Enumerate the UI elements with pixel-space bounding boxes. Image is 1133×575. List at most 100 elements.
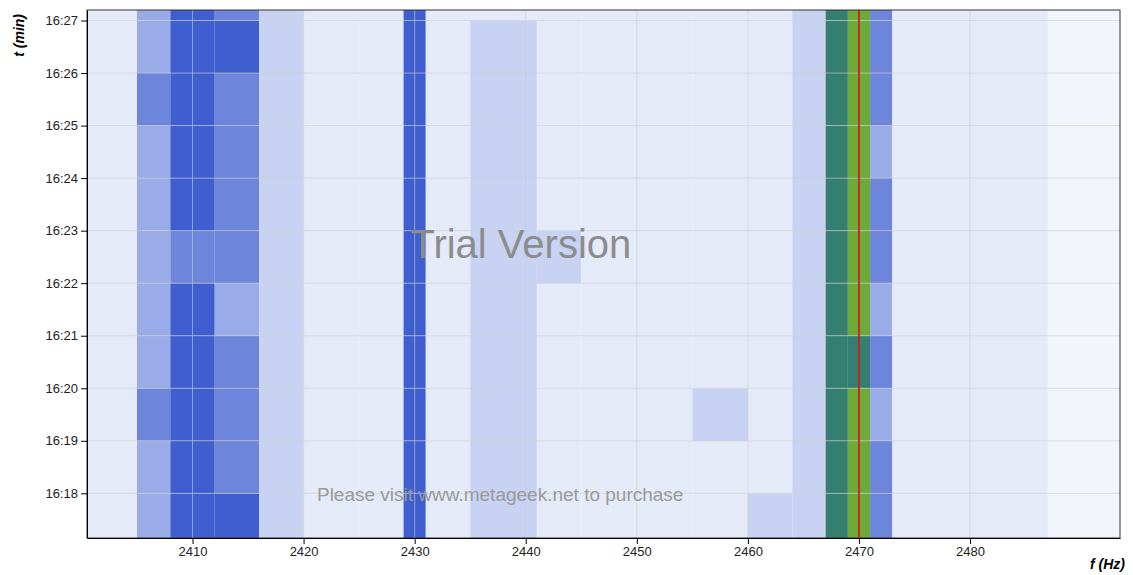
heat-cell xyxy=(304,21,360,74)
y-tick: 16:24 xyxy=(45,171,87,186)
heat-cell xyxy=(692,441,748,494)
heat-cell xyxy=(137,336,170,389)
y-tick-label: 16:21 xyxy=(45,328,78,343)
y-tick: 16:18 xyxy=(45,486,87,501)
heat-cell xyxy=(304,336,360,389)
heat-cell xyxy=(581,336,637,389)
heat-cell xyxy=(215,178,259,231)
heat-cell xyxy=(426,21,470,74)
heat-cell xyxy=(470,336,537,389)
heat-cell xyxy=(637,231,693,284)
heat-cell xyxy=(870,388,892,441)
heat-cell xyxy=(359,21,403,74)
heat-cell xyxy=(137,441,170,494)
heat-cell xyxy=(215,493,259,538)
heat-cell xyxy=(215,231,259,284)
heat-cell xyxy=(359,126,403,179)
heat-cell xyxy=(826,336,848,389)
heat-cell xyxy=(692,21,748,74)
x-tick-label: 2460 xyxy=(734,544,763,559)
x-tick: 2420 xyxy=(290,538,319,559)
heat-cell xyxy=(870,441,892,494)
heat-cell xyxy=(537,283,581,336)
heat-cell xyxy=(87,493,137,538)
watermark-note: Please visit www.metageek.net to purchas… xyxy=(317,484,683,505)
heat-cell xyxy=(137,388,170,441)
heat-cell xyxy=(826,388,848,441)
x-tick: 2450 xyxy=(623,538,652,559)
heat-cell xyxy=(892,441,970,494)
heat-cell xyxy=(792,336,825,389)
y-tick: 16:19 xyxy=(45,433,87,448)
heat-cell xyxy=(359,73,403,126)
heat-cell xyxy=(826,493,848,538)
y-tick-mark xyxy=(81,336,87,337)
heat-cell xyxy=(470,21,537,74)
heat-cell xyxy=(870,73,892,126)
y-tick-mark xyxy=(81,73,87,74)
x-tick: 2410 xyxy=(179,538,208,559)
x-tick: 2480 xyxy=(956,538,985,559)
y-tick-label: 16:18 xyxy=(45,486,78,501)
heat-cell xyxy=(426,73,470,126)
heat-cell xyxy=(792,231,825,284)
y-tick-label: 16:24 xyxy=(45,171,78,186)
heat-cell xyxy=(87,336,137,389)
x-tick: 2440 xyxy=(512,538,541,559)
heat-cell xyxy=(87,10,137,21)
grid-line xyxy=(87,178,1120,179)
heat-cell xyxy=(87,21,137,74)
y-tick: 16:21 xyxy=(45,328,87,343)
heat-cell xyxy=(637,10,693,21)
grid-line xyxy=(192,10,193,538)
heat-cell xyxy=(892,388,970,441)
heat-cell xyxy=(359,231,403,284)
heat-cell xyxy=(426,10,470,21)
x-tick-label: 2470 xyxy=(845,544,874,559)
grid-line xyxy=(87,440,1120,441)
heat-cell xyxy=(87,126,137,179)
heat-cell xyxy=(792,21,825,74)
x-tick-label: 2450 xyxy=(623,544,652,559)
heat-cell xyxy=(87,441,137,494)
plot-frame xyxy=(87,10,1120,538)
heat-cell xyxy=(215,10,259,21)
heat-cell xyxy=(792,388,825,441)
heat-cell xyxy=(359,388,403,441)
heat-cell xyxy=(304,388,360,441)
y-tick-label: 16:23 xyxy=(45,223,78,238)
heat-cell xyxy=(259,231,303,284)
heat-cell xyxy=(537,336,581,389)
heat-cell xyxy=(892,336,970,389)
grid-line xyxy=(970,10,971,538)
y-tick-mark xyxy=(81,388,87,389)
heat-cell xyxy=(692,10,748,21)
y-tick-mark xyxy=(81,178,87,179)
heat-cell xyxy=(470,126,537,179)
heat-cell xyxy=(87,73,137,126)
heat-cell xyxy=(637,73,693,126)
heat-cell xyxy=(826,10,848,21)
heat-cell xyxy=(892,178,970,231)
heat-cell xyxy=(870,493,892,538)
heat-cell xyxy=(215,126,259,179)
heat-cell xyxy=(359,283,403,336)
heat-cell xyxy=(792,283,825,336)
x-tick: 2430 xyxy=(401,538,430,559)
heat-cell xyxy=(426,126,470,179)
heat-cell xyxy=(259,21,303,74)
heat-cell xyxy=(1048,126,1120,179)
cells xyxy=(87,10,1120,538)
y-tick: 16:22 xyxy=(45,276,87,291)
grid-line xyxy=(87,20,1120,21)
heat-cell xyxy=(137,178,170,231)
heat-cell xyxy=(792,493,825,538)
x-tick-mark xyxy=(748,538,749,544)
heat-cell xyxy=(826,283,848,336)
heat-cell xyxy=(581,21,637,74)
heat-cell xyxy=(1048,441,1120,494)
grid-line xyxy=(87,335,1120,336)
heat-cell xyxy=(970,21,1048,74)
heat-cell xyxy=(748,126,792,179)
heat-cell xyxy=(748,388,792,441)
